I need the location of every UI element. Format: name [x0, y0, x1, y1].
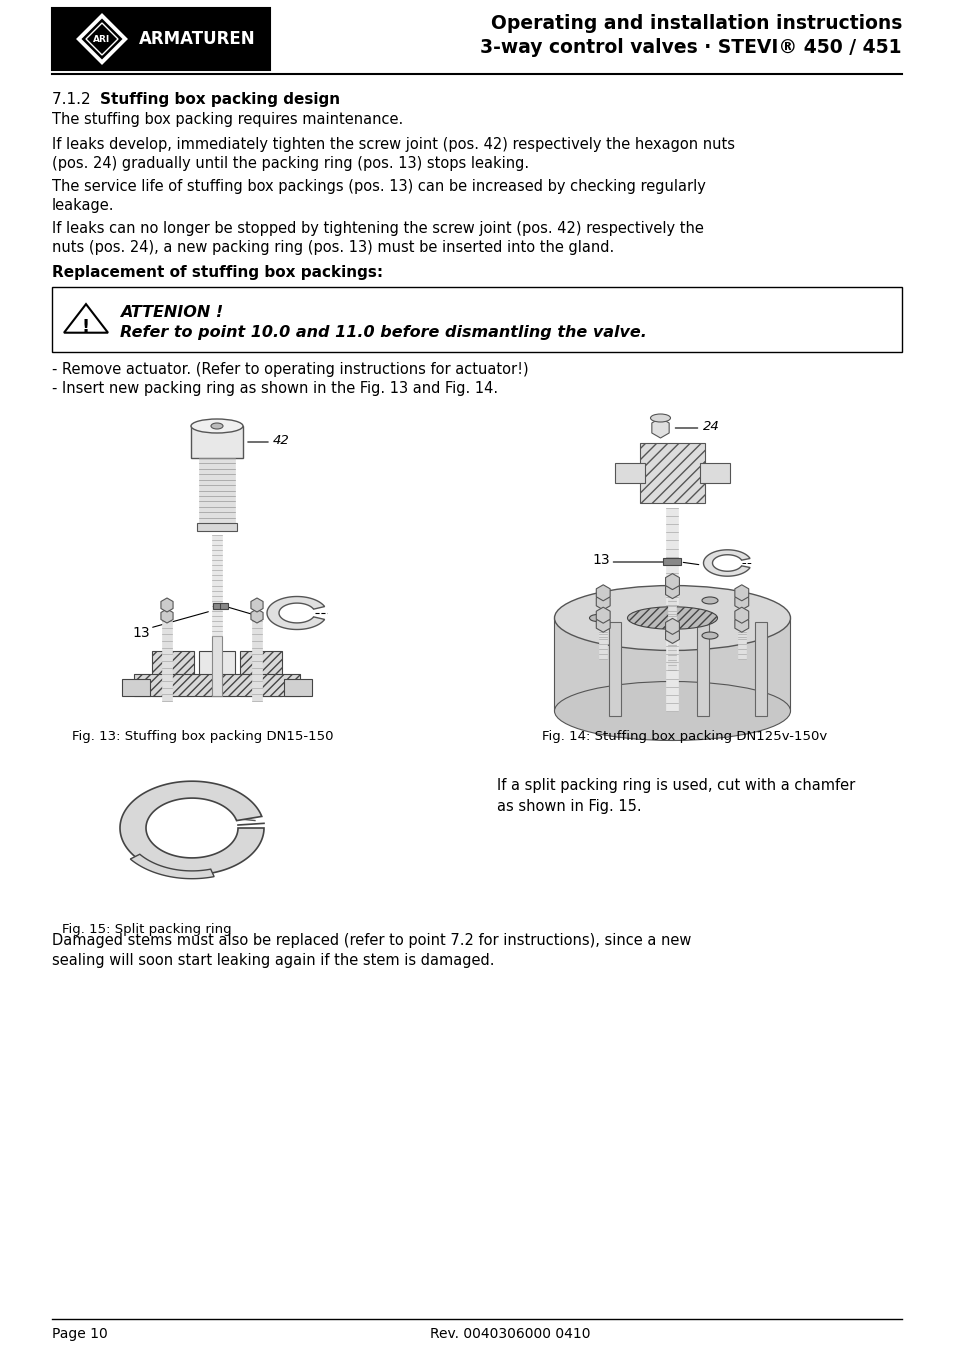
Polygon shape	[665, 574, 679, 589]
Text: Stuffing box packing design: Stuffing box packing design	[100, 92, 340, 107]
Polygon shape	[665, 619, 679, 635]
Bar	[212, 636, 222, 696]
Polygon shape	[596, 607, 610, 623]
Ellipse shape	[554, 681, 790, 740]
Text: Fig. 14: Stuffing box packing DN125v-150v: Fig. 14: Stuffing box packing DN125v-150…	[542, 730, 827, 743]
Bar	[133, 674, 299, 696]
Polygon shape	[651, 417, 668, 438]
Text: ARI: ARI	[93, 35, 111, 43]
Polygon shape	[734, 585, 748, 601]
Ellipse shape	[211, 423, 223, 430]
Text: Replacement of stuffing box packings:: Replacement of stuffing box packings:	[52, 265, 383, 280]
Polygon shape	[596, 594, 610, 609]
Ellipse shape	[589, 615, 605, 621]
Text: Rev. 0040306000 0410: Rev. 0040306000 0410	[430, 1327, 590, 1342]
Bar	[598, 607, 606, 636]
Bar	[697, 621, 708, 716]
Polygon shape	[120, 781, 264, 875]
Polygon shape	[131, 854, 213, 878]
Polygon shape	[64, 304, 108, 332]
Polygon shape	[596, 616, 610, 632]
Polygon shape	[267, 597, 324, 630]
Bar	[598, 630, 606, 659]
Polygon shape	[734, 594, 748, 609]
Text: 7.1.2: 7.1.2	[52, 92, 100, 107]
Bar	[737, 607, 745, 636]
Text: !: !	[82, 319, 90, 336]
Bar	[220, 603, 228, 609]
Bar	[284, 680, 312, 696]
Ellipse shape	[701, 597, 718, 604]
Bar	[662, 558, 680, 565]
Text: If leaks develop, immediately tighten the screw joint (pos. 42) respectively the: If leaks develop, immediately tighten th…	[52, 136, 734, 172]
Bar	[668, 640, 676, 670]
Bar	[737, 630, 745, 659]
Ellipse shape	[191, 419, 243, 434]
Ellipse shape	[627, 607, 717, 630]
Bar	[199, 458, 234, 523]
Polygon shape	[86, 23, 118, 55]
Bar	[213, 603, 221, 609]
Text: Fig. 13: Stuffing box packing DN15-150: Fig. 13: Stuffing box packing DN15-150	[71, 730, 334, 743]
Text: Page 10: Page 10	[52, 1327, 108, 1342]
Polygon shape	[702, 550, 749, 576]
Text: If a split packing ring is used, cut with a chamfer
as shown in Fig. 15.: If a split packing ring is used, cut wit…	[497, 778, 854, 815]
Polygon shape	[78, 15, 126, 63]
Text: Operating and installation instructions: Operating and installation instructions	[490, 14, 901, 32]
Text: - Insert new packing ring as shown in the Fig. 13 and Fig. 14.: - Insert new packing ring as shown in th…	[52, 381, 497, 396]
Text: 42: 42	[273, 434, 290, 446]
Text: Fig. 15: Split packing ring: Fig. 15: Split packing ring	[62, 923, 232, 936]
Bar	[199, 651, 234, 696]
Ellipse shape	[554, 585, 790, 650]
Polygon shape	[734, 616, 748, 632]
Bar	[122, 680, 150, 696]
Text: Damaged stems must also be replaced (refer to point 7.2 for instructions), since: Damaged stems must also be replaced (ref…	[52, 934, 691, 967]
Bar	[212, 535, 222, 636]
Text: ARMATUREN: ARMATUREN	[138, 30, 255, 49]
Text: If leaks can no longer be stopped by tightening the screw joint (pos. 42) respec: If leaks can no longer be stopped by tig…	[52, 222, 703, 255]
Bar	[162, 621, 172, 701]
Bar	[554, 617, 790, 711]
Bar	[191, 426, 243, 458]
Text: The stuffing box packing requires maintenance.: The stuffing box packing requires mainte…	[52, 112, 403, 127]
Text: ATTENION !: ATTENION !	[120, 305, 223, 320]
Bar	[152, 651, 193, 696]
Polygon shape	[161, 598, 172, 612]
Bar	[666, 508, 678, 711]
Text: 13: 13	[592, 553, 610, 567]
Text: 24: 24	[701, 420, 719, 432]
Bar	[639, 443, 704, 503]
Bar	[608, 621, 620, 716]
Bar	[252, 621, 262, 701]
Bar	[755, 621, 766, 716]
Polygon shape	[251, 598, 263, 612]
Bar	[240, 651, 282, 696]
Polygon shape	[734, 607, 748, 623]
Text: Refer to point 10.0 and 11.0 before dismantling the valve.: Refer to point 10.0 and 11.0 before dism…	[120, 326, 646, 340]
Polygon shape	[665, 627, 679, 643]
Text: - Remove actuator. (Refer to operating instructions for actuator!): - Remove actuator. (Refer to operating i…	[52, 362, 528, 377]
Ellipse shape	[650, 413, 670, 422]
Ellipse shape	[701, 632, 718, 639]
Text: The service life of stuffing box packings (pos. 13) can be increased by checking: The service life of stuffing box packing…	[52, 178, 705, 213]
Bar	[615, 463, 644, 484]
FancyBboxPatch shape	[52, 8, 270, 70]
Bar	[668, 596, 676, 626]
Text: 3-way control valves · STEVI® 450 / 451: 3-way control valves · STEVI® 450 / 451	[480, 38, 901, 57]
FancyBboxPatch shape	[52, 286, 901, 353]
Polygon shape	[251, 609, 263, 623]
Polygon shape	[596, 585, 610, 601]
Polygon shape	[80, 18, 124, 61]
Bar	[196, 523, 236, 531]
Polygon shape	[665, 582, 679, 598]
Polygon shape	[161, 609, 172, 623]
Text: 13: 13	[132, 626, 150, 640]
Bar	[700, 463, 729, 484]
